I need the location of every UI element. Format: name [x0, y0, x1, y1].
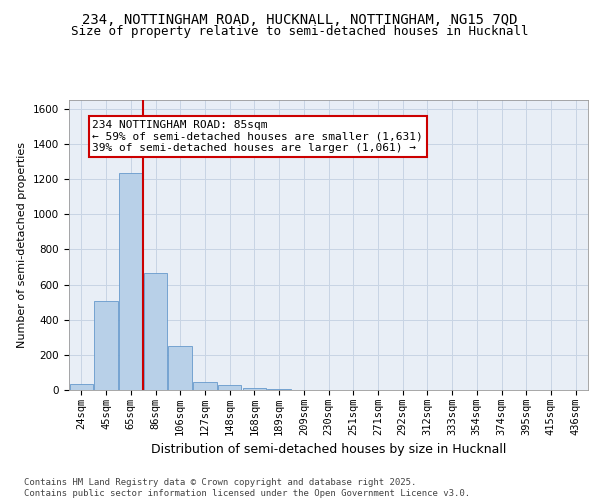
Bar [70, 384, 93, 390]
Bar [169, 346, 192, 390]
Y-axis label: Number of semi-detached properties: Number of semi-detached properties [17, 142, 28, 348]
Bar [193, 382, 217, 390]
X-axis label: Distribution of semi-detached houses by size in Hucknall: Distribution of semi-detached houses by … [151, 444, 506, 456]
Bar [144, 274, 167, 390]
Text: 234, NOTTINGHAM ROAD, HUCKNALL, NOTTINGHAM, NG15 7QD: 234, NOTTINGHAM ROAD, HUCKNALL, NOTTINGH… [82, 12, 518, 26]
Bar [94, 300, 118, 390]
Bar [119, 174, 143, 390]
Text: Contains HM Land Registry data © Crown copyright and database right 2025.
Contai: Contains HM Land Registry data © Crown c… [24, 478, 470, 498]
Text: Size of property relative to semi-detached houses in Hucknall: Size of property relative to semi-detach… [71, 25, 529, 38]
Bar [242, 388, 266, 390]
Bar [268, 389, 291, 390]
Text: 234 NOTTINGHAM ROAD: 85sqm
← 59% of semi-detached houses are smaller (1,631)
39%: 234 NOTTINGHAM ROAD: 85sqm ← 59% of semi… [92, 120, 423, 154]
Bar [218, 385, 241, 390]
